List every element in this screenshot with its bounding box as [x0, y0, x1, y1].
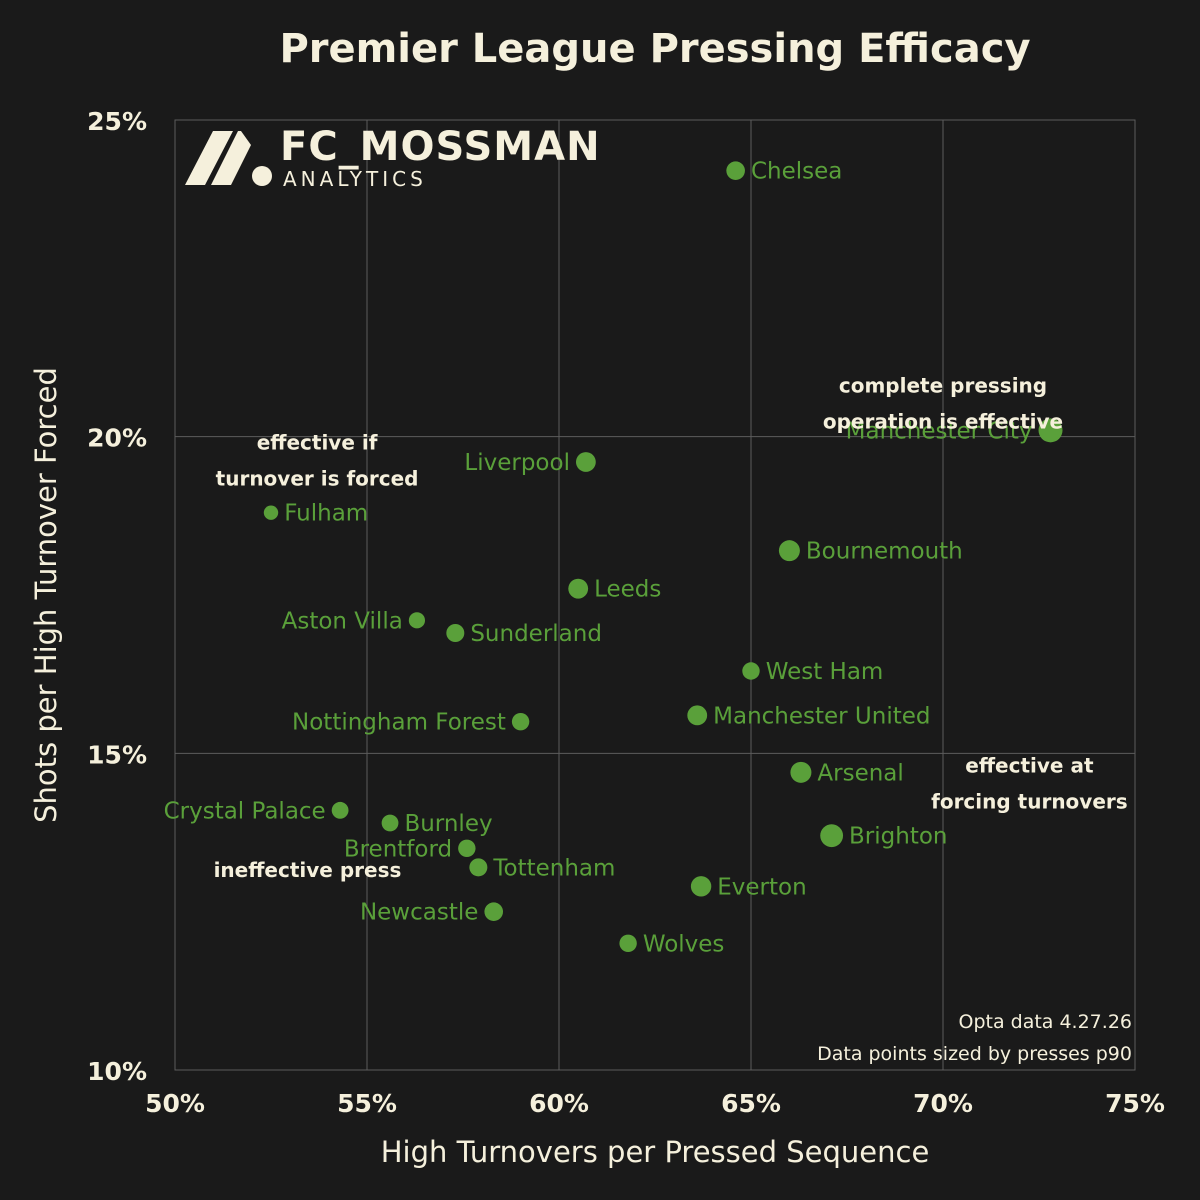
point-label: Arsenal: [817, 760, 903, 786]
point-label: Crystal Palace: [164, 798, 326, 824]
data-point: [742, 662, 760, 680]
logo-mark-icon: [185, 131, 272, 186]
point-label: Aston Villa: [282, 608, 403, 634]
point-label: Bournemouth: [806, 539, 963, 565]
point-label: Newcastle: [360, 900, 478, 926]
data-point: [331, 801, 349, 819]
point-label: Liverpool: [464, 450, 570, 476]
point-label: Brentford: [344, 836, 452, 862]
data-point: [619, 934, 637, 953]
point-label: West Ham: [766, 659, 884, 685]
annotations: complete pressing operation is effective e…: [214, 373, 1128, 881]
x-axis-label: High Turnovers per Pressed Sequence: [381, 1135, 930, 1169]
y-tick-label: 25%: [87, 107, 147, 136]
point-label: Chelsea: [751, 159, 842, 185]
data-points: Chelsea Manchester City Liverpool Fulham Bou…: [164, 159, 1063, 957]
x-tick-label: 65%: [721, 1089, 781, 1118]
point-label: Sunderland: [470, 621, 602, 647]
grid: [175, 120, 1135, 1070]
source-text: Data points sized by presses p90: [817, 1043, 1132, 1065]
data-point: [726, 161, 745, 180]
point-label: Fulham: [284, 501, 368, 527]
data-point: [568, 578, 589, 599]
data-point: [408, 612, 426, 629]
data-point: [263, 505, 279, 520]
x-tick-label: 55%: [337, 1089, 397, 1118]
point-label: Manchester City: [846, 418, 1033, 444]
point-label: Everton: [717, 874, 806, 900]
plot-frame: [174, 119, 1136, 1071]
logo-subtitle: ANALYTICS: [283, 167, 427, 191]
data-point: [575, 452, 596, 472]
point-label: Nottingham Forest: [292, 710, 506, 736]
source-note: Opta data 4.27.26 Data points sized by pr…: [817, 1011, 1132, 1065]
annotation-text: effective if: [257, 430, 378, 454]
brand-logo: FC_MOSSMAN ANALYTICS: [185, 124, 601, 191]
y-tick-label: 20%: [87, 424, 147, 453]
annotation-text: forcing turnovers: [931, 789, 1128, 813]
annotation-text: complete pressing: [839, 373, 1047, 397]
data-point: [458, 839, 476, 858]
data-point: [484, 902, 504, 921]
point-label: Wolves: [643, 931, 725, 957]
data-point: [381, 814, 399, 832]
y-tick-label: 15%: [87, 740, 147, 769]
axis-ticks: 50% 55% 60% 65% 70% 75% 10% 15% 20% 25%: [87, 107, 1165, 1118]
x-tick-label: 70%: [913, 1089, 973, 1118]
point-label: Manchester United: [713, 703, 930, 729]
data-point: [690, 876, 712, 897]
point-label: Tottenham: [492, 855, 615, 881]
data-point: [511, 712, 530, 731]
annotation-text: turnover is forced: [216, 466, 419, 490]
data-point: [820, 824, 844, 848]
x-tick-label: 50%: [145, 1089, 205, 1118]
x-tick-label: 60%: [529, 1089, 589, 1118]
data-point: [1038, 418, 1063, 443]
y-axis-label: Shots per High Turnover Forced: [29, 367, 63, 823]
data-point: [687, 705, 708, 726]
data-point: [778, 540, 800, 562]
annotation-text: ineffective press: [214, 858, 402, 882]
chart-title: Premier League Pressing Efficacy: [279, 26, 1030, 72]
point-label: Burnley: [404, 811, 492, 837]
annotation-text: effective at: [965, 753, 1094, 777]
x-tick-label: 75%: [1105, 1089, 1165, 1118]
logo-name: FC_MOSSMAN: [280, 124, 601, 170]
data-point: [790, 761, 812, 783]
point-label: Leeds: [594, 577, 661, 603]
source-text: Opta data 4.27.26: [958, 1011, 1132, 1033]
point-label: Brighton: [849, 824, 947, 850]
data-point: [446, 624, 465, 642]
annotation-text: operation is effective: [823, 409, 1063, 433]
data-point: [469, 858, 488, 877]
y-tick-label: 10%: [87, 1057, 147, 1086]
